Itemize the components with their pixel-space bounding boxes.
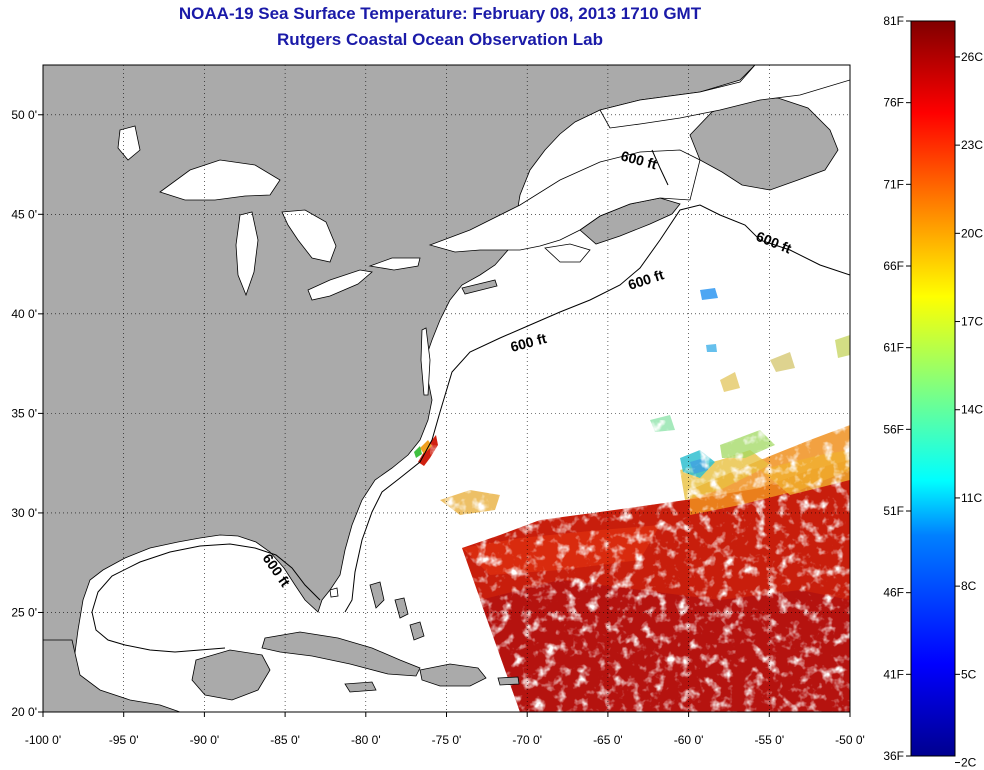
fahrenheit-tick-label: 76F — [883, 96, 904, 110]
latitude-labels: 20 0' 25 0' 30 0' 35 0' 40 0' 45 0' 50 0' — [11, 108, 37, 719]
longitude-tick-label: -75 0' — [432, 733, 462, 747]
longitude-tick-label: -65 0' — [593, 733, 623, 747]
latitude-tick-label: 20 0' — [11, 705, 37, 719]
longitude-tick-label: -90 0' — [190, 733, 220, 747]
fahrenheit-ticks: 81F 76F 71F 66F 61F 56F 51F 46F 41F 36F — [883, 14, 911, 763]
fahrenheit-tick-label: 81F — [883, 14, 904, 28]
fahrenheit-tick-label: 41F — [883, 667, 904, 681]
longitude-tick-label: -80 0' — [351, 733, 381, 747]
map-title: NOAA-19 Sea Surface Temperature: Februar… — [178, 4, 702, 23]
sst-data-swath — [414, 288, 850, 712]
latitude-tick-label: 40 0' — [11, 307, 37, 321]
longitude-tick-label: -55 0' — [754, 733, 784, 747]
fahrenheit-tick-label: 51F — [883, 504, 904, 518]
fahrenheit-tick-label: 46F — [883, 586, 904, 600]
contour-600ft — [91, 149, 850, 653]
fahrenheit-tick-label: 61F — [883, 341, 904, 355]
longitude-tick-label: -95 0' — [109, 733, 139, 747]
latitude-tick-label: 25 0' — [11, 605, 37, 619]
fahrenheit-tick-label: 66F — [883, 259, 904, 273]
fahrenheit-tick-label: 71F — [883, 177, 904, 191]
celsius-tick-label: 8C — [961, 579, 977, 593]
celsius-tick-label: 5C — [961, 667, 977, 681]
colorbar-gradient — [910, 20, 956, 757]
celsius-ticks: 26C 23C 20C 17C 14C 11C 8C 5C 2C — [955, 50, 983, 770]
celsius-tick-label: 23C — [961, 138, 983, 152]
longitude-tick-label: -85 0' — [270, 733, 300, 747]
longitude-tick-label: -50 0' — [835, 733, 865, 747]
celsius-tick-label: 2C — [961, 756, 977, 770]
graticule — [38, 65, 851, 717]
latitude-tick-label: 45 0' — [11, 207, 37, 221]
celsius-tick-label: 26C — [961, 50, 983, 64]
fahrenheit-tick-label: 36F — [883, 749, 904, 763]
celsius-tick-label: 11C — [961, 491, 982, 505]
celsius-tick-label: 17C — [961, 315, 983, 329]
longitude-tick-label: -70 0' — [512, 733, 542, 747]
fahrenheit-tick-label: 56F — [883, 422, 904, 436]
celsius-tick-label: 20C — [961, 226, 983, 240]
latitude-tick-label: 35 0' — [11, 406, 37, 420]
celsius-tick-label: 14C — [961, 403, 983, 417]
latitude-tick-label: 50 0' — [11, 108, 37, 122]
map-subtitle: Rutgers Coastal Ocean Observation Lab — [277, 30, 603, 49]
inland-waters — [117, 65, 850, 598]
map-frame — [42, 64, 851, 713]
longitude-labels: -100 0' -95 0' -90 0' -85 0' -80 0' -75 0' -70… — [25, 733, 865, 747]
latitude-tick-label: 30 0' — [11, 506, 37, 520]
land-masses — [43, 65, 839, 712]
longitude-tick-label: -100 0' — [25, 733, 61, 747]
longitude-tick-label: -60 0' — [674, 733, 704, 747]
temperature-colorbar: 81F 76F 71F 66F 61F 56F 51F 46F 41F 36F 26C 23C 20C… — [883, 14, 983, 770]
